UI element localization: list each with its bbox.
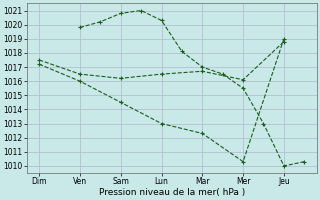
X-axis label: Pression niveau de la mer( hPa ): Pression niveau de la mer( hPa ) <box>99 188 245 197</box>
